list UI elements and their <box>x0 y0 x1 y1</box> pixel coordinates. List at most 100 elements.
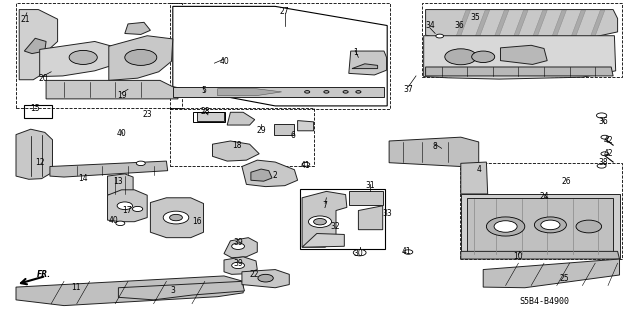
Polygon shape <box>461 251 620 259</box>
Polygon shape <box>19 10 58 80</box>
Text: 14: 14 <box>78 174 88 183</box>
Text: FR.: FR. <box>37 270 51 279</box>
Text: 27: 27 <box>280 7 290 16</box>
Circle shape <box>601 135 609 139</box>
Polygon shape <box>500 45 547 64</box>
Polygon shape <box>474 10 490 41</box>
Text: 42: 42 <box>603 136 613 145</box>
Circle shape <box>170 214 182 221</box>
Text: 39: 39 <box>233 259 243 268</box>
Circle shape <box>436 34 444 38</box>
Circle shape <box>232 262 244 269</box>
Text: 29: 29 <box>256 126 266 135</box>
Circle shape <box>132 206 143 211</box>
Polygon shape <box>570 10 586 41</box>
Polygon shape <box>150 198 204 238</box>
Polygon shape <box>454 10 470 41</box>
Text: 4: 4 <box>476 165 481 174</box>
Polygon shape <box>50 161 168 177</box>
Polygon shape <box>302 191 347 247</box>
Polygon shape <box>251 169 272 181</box>
Polygon shape <box>512 10 528 41</box>
Bar <box>422 3 622 77</box>
Polygon shape <box>109 36 173 80</box>
Circle shape <box>596 113 607 118</box>
Polygon shape <box>461 194 620 258</box>
Polygon shape <box>426 10 618 44</box>
Text: 11: 11 <box>71 283 80 292</box>
Polygon shape <box>242 160 298 187</box>
Circle shape <box>116 221 125 226</box>
Text: 34: 34 <box>426 21 436 30</box>
Polygon shape <box>531 10 547 41</box>
Bar <box>16 3 182 108</box>
Polygon shape <box>483 259 620 288</box>
Circle shape <box>472 51 495 63</box>
Text: 12: 12 <box>35 158 44 167</box>
Text: 3: 3 <box>170 286 175 295</box>
Circle shape <box>486 217 525 236</box>
Polygon shape <box>227 112 255 125</box>
Circle shape <box>494 221 517 232</box>
Circle shape <box>576 220 602 233</box>
Text: 21: 21 <box>21 15 30 24</box>
Circle shape <box>324 91 329 93</box>
Text: 7: 7 <box>323 201 328 210</box>
Polygon shape <box>108 190 147 222</box>
Text: 36: 36 <box>454 21 465 30</box>
Bar <box>24 105 52 118</box>
Text: S5B4-B4900: S5B4-B4900 <box>519 297 569 306</box>
Polygon shape <box>426 67 613 76</box>
Text: 42: 42 <box>603 149 613 158</box>
Polygon shape <box>125 22 150 34</box>
Bar <box>170 3 390 109</box>
Text: 41: 41 <box>401 247 412 256</box>
Text: 40: 40 <box>219 57 229 66</box>
Text: 40: 40 <box>116 129 127 138</box>
Text: 13: 13 <box>113 177 124 186</box>
Circle shape <box>258 274 273 282</box>
Polygon shape <box>218 89 282 96</box>
Bar <box>193 112 225 122</box>
Text: 24: 24 <box>539 192 549 201</box>
Polygon shape <box>589 10 605 41</box>
Text: 20: 20 <box>38 74 49 83</box>
Circle shape <box>353 249 366 256</box>
Polygon shape <box>349 51 387 75</box>
Text: 36: 36 <box>598 117 608 126</box>
Circle shape <box>117 202 132 210</box>
Bar <box>460 163 622 259</box>
Text: 19: 19 <box>116 91 127 100</box>
Polygon shape <box>274 124 294 135</box>
Polygon shape <box>467 198 613 255</box>
Text: 38: 38 <box>598 158 608 167</box>
Text: 6: 6 <box>291 131 296 140</box>
Circle shape <box>356 91 361 93</box>
Circle shape <box>125 49 157 65</box>
Polygon shape <box>298 121 314 131</box>
Circle shape <box>136 161 145 166</box>
Circle shape <box>314 219 326 225</box>
Polygon shape <box>493 10 509 41</box>
Text: 18: 18 <box>232 141 241 150</box>
Polygon shape <box>358 206 383 230</box>
Bar <box>170 108 314 166</box>
Text: 30: 30 <box>353 249 364 258</box>
Text: 16: 16 <box>192 217 202 226</box>
Circle shape <box>308 216 332 227</box>
Polygon shape <box>461 162 488 194</box>
Text: 17: 17 <box>122 206 132 215</box>
Polygon shape <box>118 281 244 300</box>
Circle shape <box>302 162 310 166</box>
Text: 5: 5 <box>201 86 206 95</box>
Text: 40: 40 <box>109 216 119 225</box>
Circle shape <box>541 220 560 230</box>
Polygon shape <box>242 270 289 288</box>
Circle shape <box>445 49 477 65</box>
Circle shape <box>404 250 413 254</box>
Circle shape <box>601 152 609 156</box>
Text: 25: 25 <box>559 274 570 283</box>
Text: 32: 32 <box>330 222 340 231</box>
Text: 8: 8 <box>433 142 438 151</box>
Circle shape <box>305 91 310 93</box>
